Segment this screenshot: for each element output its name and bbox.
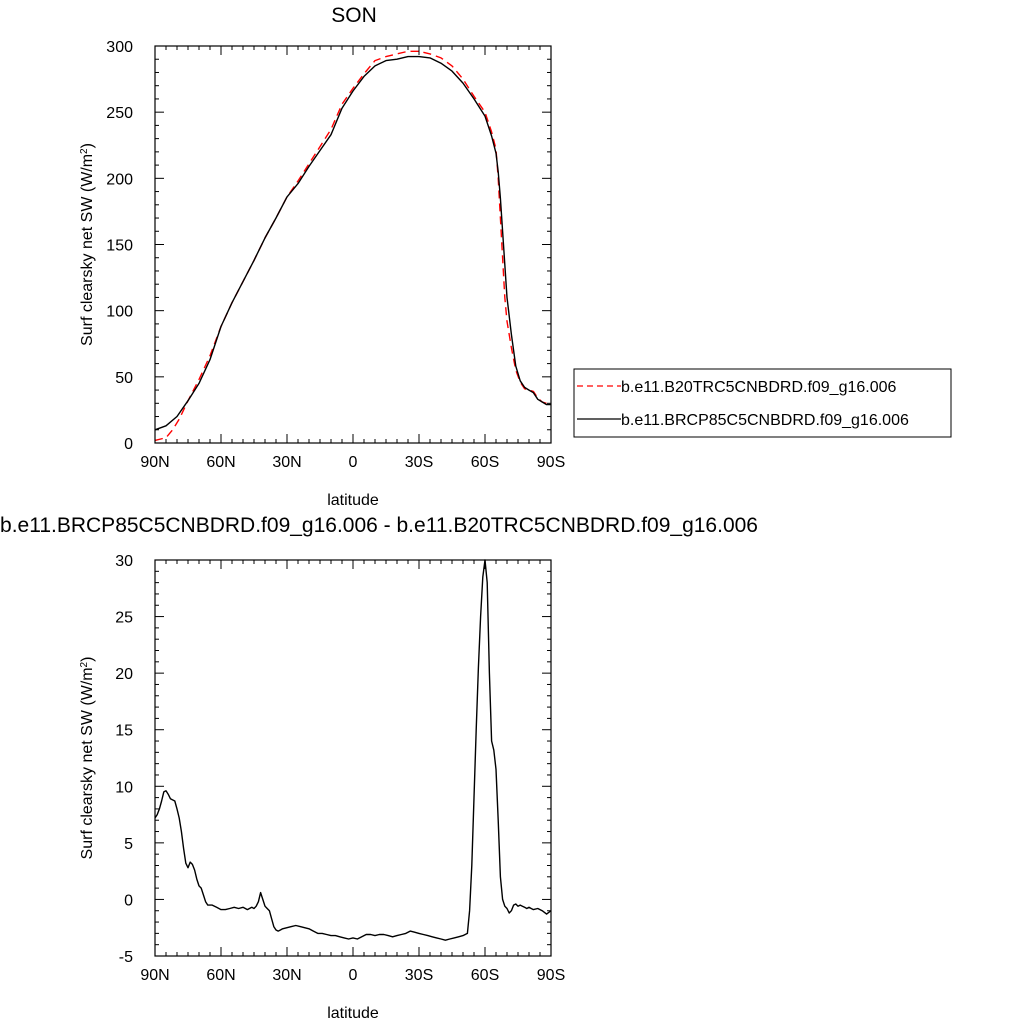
bottom-y-tick-label: 20 <box>115 666 133 683</box>
bottom-y-tick-label: 0 <box>124 892 133 909</box>
top-x-tick-label: 90N <box>140 454 169 471</box>
bottom-y-tick-label: 30 <box>115 553 133 570</box>
top-y-axis-label-close: ) <box>79 143 96 148</box>
bottom-plot-frame <box>154 559 552 957</box>
top-y-axis-label-exponent: 2 <box>79 148 90 154</box>
top-x-tick-label: 90S <box>537 454 565 471</box>
bottom-y-axis-label-exponent: 2 <box>79 661 90 667</box>
bottom-y-tick-label: 10 <box>115 779 133 796</box>
top-x-tick-label: 30S <box>405 454 433 471</box>
top-y-tick-label: 200 <box>106 171 133 188</box>
top-x-axis-label: latitude <box>327 492 379 509</box>
top-y-tick-label: 0 <box>124 436 133 453</box>
top-y-tick-label: 100 <box>106 304 133 321</box>
bottom-y-tick-label: 25 <box>115 610 133 627</box>
top-y-tick-label: 150 <box>106 238 133 255</box>
bottom-y-tick-label: 5 <box>124 836 133 853</box>
top-y-tick-label: 250 <box>106 105 133 122</box>
top-x-tick-label: 60N <box>206 454 235 471</box>
bottom-series-line-0 <box>154 559 552 941</box>
bottom-x-tick-label: 60N <box>206 967 235 984</box>
bottom-x-tick-label: 90N <box>140 967 169 984</box>
bottom-panel-title: b.e11.BRCP85C5CNBDRD.f09_g16.006 - b.e11… <box>0 514 758 537</box>
bottom-y-tick-label: -5 <box>119 949 133 966</box>
top-panel: SON 90N 60N 30N 0 30S 60S 90S 0 50 100 150 200 250 30… <box>79 4 566 509</box>
top-y-axis-label-main: Surf clearsky net SW (W/m <box>79 154 96 346</box>
top-y-tick-label: 300 <box>106 39 133 56</box>
bottom-y-axis-label-close: ) <box>79 657 96 662</box>
bottom-x-tick-label: 30N <box>272 967 301 984</box>
bottom-panel: b.e11.BRCP85C5CNBDRD.f09_g16.006 - b.e11… <box>0 514 758 1022</box>
top-series-line-1 <box>154 55 551 431</box>
top-x-tick-label: 60S <box>471 454 499 471</box>
bottom-y-axis-label-main: Surf clearsky net SW (W/m <box>79 667 96 859</box>
top-x-tick-label: 30N <box>272 454 301 471</box>
bottom-x-tick-label: 90S <box>537 967 565 984</box>
bottom-y-tick-label: 15 <box>115 723 133 740</box>
legend-label-brcp85: b.e11.BRCP85C5CNBDRD.f09_g16.006 <box>621 412 909 429</box>
bottom-x-tick-label: 30S <box>405 967 433 984</box>
top-series-line-0 <box>154 50 551 442</box>
bottom-x-axis-label: latitude <box>327 1005 379 1022</box>
top-y-axis-label: Surf clearsky net SW (W/m2) <box>79 143 97 346</box>
top-panel-title: SON <box>331 4 377 27</box>
top-x-tick-label: 0 <box>349 454 358 471</box>
bottom-y-axis-label: Surf clearsky net SW (W/m2) <box>79 657 97 860</box>
top-y-tick-label: 50 <box>115 370 133 387</box>
legend-label-b20trc: b.e11.B20TRC5CNBDRD.f09_g16.006 <box>621 379 897 396</box>
legend: b.e11.B20TRC5CNBDRD.f09_g16.006 b.e11.BR… <box>573 368 952 438</box>
bottom-x-tick-label: 0 <box>349 967 358 984</box>
bottom-x-tick-label: 60S <box>471 967 499 984</box>
legend-box <box>573 368 952 438</box>
top-plot-frame <box>154 45 552 444</box>
